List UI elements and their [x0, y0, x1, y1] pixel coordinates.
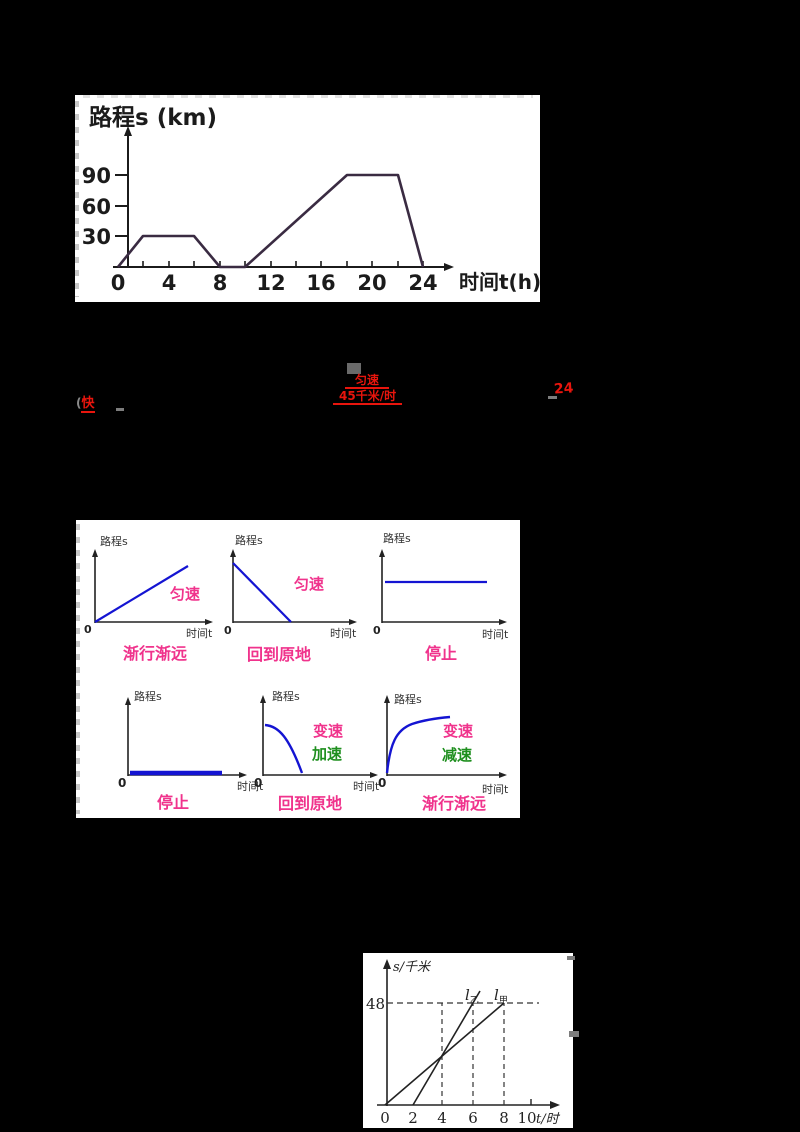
- x-axis-label: 时间t: [330, 627, 357, 640]
- origin-label: 0: [118, 776, 126, 790]
- x-axis-label: 时间t: [482, 628, 509, 641]
- x-tick-label: 8: [213, 271, 228, 295]
- answer-annotation-2: 匀速 45千米/时: [331, 361, 441, 407]
- y-axis-label: s/千米: [393, 960, 432, 975]
- chart-title: 路程s (km): [89, 104, 217, 131]
- curve-concave-falling: [264, 723, 304, 774]
- speed-label: 变速: [443, 722, 473, 740]
- y-axis-arrow: [124, 126, 132, 136]
- gray-mark: (: [76, 396, 82, 410]
- y-ref-label: 48: [366, 995, 385, 1013]
- journey-line: [116, 173, 425, 269]
- mini-graph-return-uniform: 路程s 0 时间t 匀速 回到原地: [224, 534, 357, 664]
- caption: 渐行渐远: [123, 644, 187, 663]
- speed-label: 加速: [311, 745, 342, 763]
- speed-label: 变速: [313, 722, 343, 740]
- line-jia-label: l甲: [494, 986, 508, 1006]
- y-tick-label: 30: [82, 225, 111, 249]
- mini-graph-away-decelerating: 路程s 0 时间t 变速 减速 渐行渐远: [378, 693, 509, 813]
- caption: 停止: [157, 793, 189, 812]
- answer-annotation-1: (快: [76, 394, 124, 413]
- x-tick-label: 8: [499, 1109, 509, 1127]
- line-jia: [384, 1002, 505, 1106]
- x-axis-arrow: [444, 263, 454, 271]
- y-tick-label: 90: [82, 164, 111, 188]
- panel-edge-artifact: [76, 524, 80, 814]
- y-axis-label: 路程s: [134, 690, 162, 703]
- gray-mark: [569, 1031, 579, 1037]
- y-axis-label: 路程s: [394, 693, 422, 706]
- x-tick-label: 12: [256, 271, 285, 295]
- panel-edge-artifact: [75, 101, 79, 297]
- answer-text: 24: [553, 380, 574, 398]
- gray-mark: [548, 396, 557, 399]
- x-tick-label: 4: [437, 1109, 447, 1127]
- mini-graphs: 路程s 0 时间t 匀速 渐行渐远 路程s 0 时间t 匀速 回到原地 路程: [84, 532, 509, 813]
- caption: 停止: [425, 644, 457, 663]
- x-tick-label: 2: [408, 1109, 418, 1127]
- origin-label: 0: [378, 776, 386, 790]
- answer-line-1: 匀速: [345, 374, 390, 389]
- line-yi: [412, 990, 481, 1106]
- gray-mark: [567, 956, 575, 960]
- y-axis-arrow: [383, 959, 391, 969]
- x-tick-label: 16: [306, 271, 335, 295]
- caption: 回到原地: [247, 645, 311, 664]
- answer-text: 快: [81, 396, 95, 413]
- top-chart-panel: 路程s (km) 90 60 30 0 4 8 12 16 20 24 时间t: [75, 95, 541, 302]
- two-lines-chart: s/千米 t/时 48 l乙 l甲 0 2 4 6 8 10: [366, 959, 561, 1127]
- x-tick-label: 0: [111, 271, 126, 295]
- x-axis-label: 时间t: [482, 783, 509, 796]
- curve-falling-line: [232, 562, 292, 623]
- y-axis-label: 路程s: [100, 535, 128, 548]
- curve-rising-leveling: [385, 715, 451, 774]
- speed-label: 匀速: [294, 575, 324, 593]
- origin-label: 0: [373, 624, 381, 637]
- speed-label: 匀速: [170, 585, 200, 603]
- mini-graph-moving-away-uniform: 路程s 0 时间t 匀速 渐行渐远: [84, 535, 213, 663]
- x-tick-label: 6: [468, 1109, 478, 1127]
- x-tick-label: 20: [357, 271, 386, 295]
- y-axis-label: 路程s: [272, 690, 300, 703]
- x-tick-label: 0: [380, 1109, 390, 1127]
- x-tick-label: 24: [408, 271, 437, 295]
- answer-annotation-3: 24: [548, 380, 574, 399]
- mini-graph-stopped-away: 路程s 0 时间t 停止: [373, 532, 509, 663]
- origin-label: 0: [224, 624, 232, 637]
- x-axis-arrow: [550, 1101, 560, 1109]
- x-axis-label: 时间t: [186, 627, 213, 640]
- mini-graph-return-accelerating: 路程s 0 时间t 变速 加速 回到原地: [254, 690, 380, 813]
- y-tick-label: 60: [82, 195, 111, 219]
- gray-mark: [347, 363, 361, 374]
- gray-mark: [116, 408, 124, 411]
- caption: 回到原地: [278, 794, 342, 813]
- panel-edge-artifact: [83, 95, 533, 98]
- two-lines-chart-panel: s/千米 t/时 48 l乙 l甲 0 2 4 6 8 10: [363, 953, 573, 1128]
- y-axis-label: 路程s: [383, 532, 411, 545]
- mini-graph-stopped-origin: 路程s 0 时间t 停止: [118, 690, 264, 812]
- origin-label: 0: [254, 776, 262, 790]
- x-tick-label: 10: [517, 1109, 536, 1127]
- y-axis-label: 路程s: [235, 534, 263, 547]
- caption: 渐行渐远: [422, 794, 486, 813]
- x-axis-label: 时间t(h): [459, 270, 540, 294]
- x-axis-label: t/时: [536, 1112, 561, 1127]
- distance-time-chart: 路程s (km) 90 60 30 0 4 8 12 16 20 24 时间t: [82, 104, 541, 295]
- x-axis-label: 时间t: [353, 780, 380, 793]
- line-yi-label: l乙: [465, 986, 479, 1006]
- speed-label: 减速: [442, 746, 472, 764]
- x-tick-label: 4: [162, 271, 177, 295]
- mini-graphs-panel: 路程s 0 时间t 匀速 渐行渐远 路程s 0 时间t 匀速 回到原地 路程: [76, 520, 520, 818]
- answer-line-2: 45千米/时: [333, 390, 403, 405]
- origin-label: 0: [84, 623, 92, 636]
- curve-rising-line: [94, 565, 189, 623]
- x-axis-label: 时间t: [237, 780, 264, 793]
